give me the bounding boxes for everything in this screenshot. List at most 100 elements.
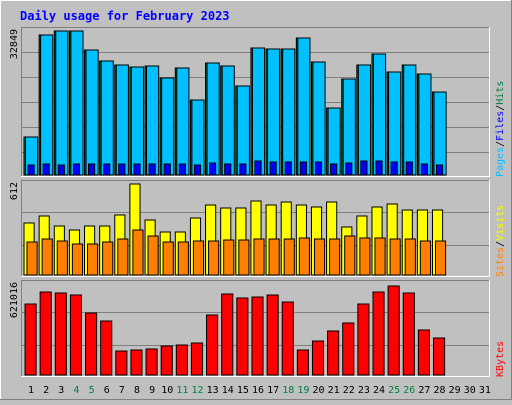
files-bar-day-8 bbox=[133, 163, 141, 176]
x-tick-day-30: 30 bbox=[464, 385, 476, 396]
kbytes-bar-day-3 bbox=[54, 292, 67, 376]
kbytes-bar-day-12 bbox=[190, 342, 204, 376]
pages-bar-day-12 bbox=[191, 99, 205, 176]
x-tick-day-11: 11 bbox=[176, 385, 188, 396]
files-bar-day-26 bbox=[405, 161, 413, 176]
x-tick-day-5: 5 bbox=[89, 385, 95, 396]
pages-bar-day-24 bbox=[372, 53, 387, 176]
sites-bar-day-8 bbox=[132, 229, 144, 276]
sites-bar-day-9 bbox=[147, 235, 159, 276]
sites-bar-day-7 bbox=[117, 238, 129, 276]
legend-separator: / bbox=[495, 241, 506, 247]
files-bar-day-3 bbox=[57, 164, 65, 176]
sites-bar-day-1 bbox=[26, 241, 38, 276]
pages-bar-day-14 bbox=[221, 65, 235, 176]
kbytes-bar-day-25 bbox=[387, 285, 400, 376]
x-tick-day-6: 6 bbox=[104, 385, 110, 396]
pages-bar-day-23 bbox=[357, 64, 371, 176]
kbytes-bar-day-24 bbox=[372, 291, 385, 376]
files-bar-day-17 bbox=[269, 161, 277, 176]
files-bar-day-20 bbox=[314, 161, 323, 176]
files-bar-day-9 bbox=[148, 163, 156, 176]
files-bar-day-18 bbox=[284, 161, 292, 176]
kbytes-bar-day-20 bbox=[311, 340, 325, 376]
files-bar-day-10 bbox=[163, 163, 171, 176]
x-tick-day-24: 24 bbox=[373, 385, 385, 396]
sites-bar-day-23 bbox=[359, 237, 371, 276]
sites-bar-day-13 bbox=[208, 240, 220, 276]
pages-bar-day-25 bbox=[388, 71, 402, 176]
x-tick-day-29: 29 bbox=[449, 385, 461, 396]
files-bar-day-21 bbox=[330, 163, 338, 176]
kbytes-bar-day-21 bbox=[327, 330, 340, 376]
kbytes-bar-day-8 bbox=[130, 349, 143, 376]
files-bar-day-13 bbox=[209, 162, 217, 176]
x-tick-day-18: 18 bbox=[282, 385, 294, 396]
files-bar-day-15 bbox=[239, 163, 247, 176]
pages-bar-day-19 bbox=[297, 37, 311, 176]
legend-hits: Hits bbox=[495, 81, 506, 105]
x-tick-day-21: 21 bbox=[328, 385, 340, 396]
legend-kbytes: KBytes bbox=[495, 341, 506, 377]
legend-pages: Pages bbox=[495, 147, 506, 177]
sites-bar-day-6 bbox=[102, 241, 114, 276]
kbytes-bar-day-11 bbox=[175, 344, 188, 376]
files-bar-day-28 bbox=[435, 164, 444, 176]
files-bar-day-14 bbox=[224, 163, 232, 176]
pages-bar-day-5 bbox=[85, 49, 99, 176]
sites-bar-day-20 bbox=[313, 238, 326, 276]
pages-bar-day-26 bbox=[403, 64, 417, 176]
sites-bar-day-24 bbox=[374, 237, 386, 276]
sites-bar-day-28 bbox=[434, 240, 447, 276]
kbytes-bar-day-13 bbox=[206, 314, 219, 376]
sites-bar-day-17 bbox=[268, 238, 280, 276]
x-tick-day-23: 23 bbox=[358, 385, 370, 396]
pages-bar-day-15 bbox=[236, 85, 250, 176]
pages-bar-day-8 bbox=[130, 66, 145, 176]
kbytes-bar-day-5 bbox=[85, 312, 98, 376]
files-bar-day-2 bbox=[42, 163, 50, 176]
visits-panel: 612 Sites/Visits bbox=[9, 180, 506, 277]
x-tick-day-2: 2 bbox=[43, 385, 49, 396]
files-bar-day-19 bbox=[299, 161, 307, 176]
pages-bar-day-7 bbox=[115, 64, 129, 176]
sites-bar-day-10 bbox=[162, 241, 174, 276]
files-bar-day-1 bbox=[27, 164, 35, 176]
legend-separator: / bbox=[495, 141, 506, 147]
sites-bar-day-12 bbox=[192, 240, 205, 276]
files-bar-day-23 bbox=[360, 160, 368, 176]
sites-bar-day-27 bbox=[419, 240, 431, 276]
pages-bar-day-18 bbox=[282, 48, 296, 176]
pages-bar-day-9 bbox=[146, 65, 160, 176]
sites-bar-day-22 bbox=[344, 235, 356, 276]
kbytes-bar-day-17 bbox=[266, 294, 279, 376]
files-bar-day-11 bbox=[178, 163, 186, 176]
kbytes-bar-day-2 bbox=[39, 291, 52, 376]
x-tick-day-3: 3 bbox=[58, 385, 64, 396]
pages-bar-day-28 bbox=[433, 91, 447, 176]
pages-bar-day-3 bbox=[55, 30, 69, 176]
pages-bar-day-22 bbox=[342, 78, 356, 176]
pages-bar-day-10 bbox=[161, 77, 175, 176]
x-tick-day-26: 26 bbox=[403, 385, 415, 396]
sites-bar-day-5 bbox=[87, 243, 99, 276]
x-tick-day-7: 7 bbox=[119, 385, 125, 396]
kbytes-bar-day-6 bbox=[100, 320, 113, 376]
files-bar-day-6 bbox=[103, 163, 111, 176]
x-tick-day-31: 31 bbox=[479, 385, 491, 396]
pages-bar-day-16 bbox=[251, 47, 266, 176]
x-tick-day-4: 4 bbox=[73, 385, 79, 396]
x-tick-day-19: 19 bbox=[297, 385, 309, 396]
pages-bar-day-27 bbox=[418, 73, 432, 176]
kbytes-bar-day-4 bbox=[69, 294, 83, 376]
files-bar-day-25 bbox=[390, 161, 398, 176]
legend-files: Files bbox=[495, 111, 506, 141]
x-tick-day-9: 9 bbox=[149, 385, 155, 396]
hits-ymax-label: 32849 bbox=[9, 29, 20, 59]
pages-bar-day-20 bbox=[312, 61, 326, 176]
sites-bar-day-16 bbox=[253, 238, 265, 276]
kbytes-legend: KBytes bbox=[495, 341, 506, 377]
